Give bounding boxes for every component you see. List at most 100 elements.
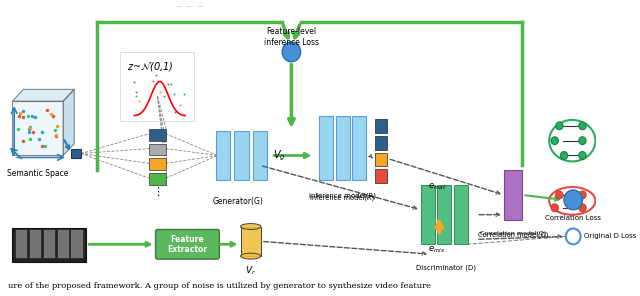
Ellipse shape xyxy=(241,253,261,259)
Point xyxy=(177,111,187,116)
Point xyxy=(163,82,173,87)
Bar xyxy=(319,116,333,180)
Bar xyxy=(420,185,435,244)
Text: Inference model(R): Inference model(R) xyxy=(308,193,376,200)
Point xyxy=(30,115,40,119)
Point xyxy=(155,90,165,95)
Circle shape xyxy=(579,191,586,199)
Circle shape xyxy=(579,122,586,130)
Circle shape xyxy=(560,152,568,160)
Point xyxy=(175,102,186,107)
Point xyxy=(129,79,139,84)
Bar xyxy=(149,144,166,155)
Point xyxy=(15,110,25,115)
Text: $e_{mat}$: $e_{mat}$ xyxy=(428,181,447,192)
Text: ⋮: ⋮ xyxy=(152,187,163,197)
Point xyxy=(18,109,28,113)
Point xyxy=(134,99,145,104)
Bar xyxy=(234,131,249,180)
Text: $V_r$: $V_r$ xyxy=(245,264,256,276)
Point xyxy=(168,91,179,96)
Bar xyxy=(374,152,387,166)
Point xyxy=(24,126,35,131)
Point xyxy=(24,124,35,129)
Bar xyxy=(12,228,86,262)
Point xyxy=(147,79,157,83)
Point xyxy=(14,114,24,118)
Point xyxy=(50,128,60,133)
Circle shape xyxy=(579,152,586,160)
Bar xyxy=(149,173,166,185)
Text: $V_g$: $V_g$ xyxy=(273,148,285,163)
Bar xyxy=(120,52,195,121)
Bar xyxy=(336,116,349,180)
Bar xyxy=(253,131,268,180)
Text: Feature-level
inference Loss: Feature-level inference Loss xyxy=(264,27,319,46)
Point xyxy=(48,114,58,118)
Bar xyxy=(504,170,522,220)
Text: Correlation model(Q): Correlation model(Q) xyxy=(478,231,548,238)
Text: Generator(G): Generator(G) xyxy=(212,197,263,206)
Bar xyxy=(72,149,81,158)
Point xyxy=(25,136,35,141)
Point xyxy=(159,94,169,98)
Polygon shape xyxy=(63,89,74,155)
Point xyxy=(24,126,34,131)
Bar xyxy=(374,136,387,149)
Circle shape xyxy=(556,191,563,199)
Point xyxy=(131,93,141,98)
Bar xyxy=(353,116,366,180)
Point xyxy=(42,107,52,112)
Text: Original D Loss: Original D Loss xyxy=(584,233,637,239)
Bar xyxy=(44,231,55,258)
Circle shape xyxy=(566,229,580,244)
Text: Correlation model(Q): Correlation model(Q) xyxy=(480,231,547,237)
Point xyxy=(170,110,180,114)
Bar xyxy=(58,231,68,258)
Ellipse shape xyxy=(241,223,261,229)
Circle shape xyxy=(282,42,301,62)
Bar xyxy=(30,231,41,258)
Point xyxy=(19,139,29,144)
Point xyxy=(179,91,189,96)
Text: $e_{mis}$: $e_{mis}$ xyxy=(428,244,445,255)
Point xyxy=(28,130,38,135)
Point xyxy=(51,133,61,138)
Point xyxy=(19,115,29,120)
Point xyxy=(40,144,50,149)
Text: Inference model(R): Inference model(R) xyxy=(310,195,374,202)
Bar xyxy=(374,169,387,183)
Point xyxy=(150,73,161,77)
Point xyxy=(34,137,44,142)
Point xyxy=(166,81,176,86)
Bar xyxy=(149,129,166,141)
Point xyxy=(27,113,37,118)
Bar xyxy=(16,231,27,258)
Text: Discriminator (D): Discriminator (D) xyxy=(416,264,476,271)
Circle shape xyxy=(551,137,559,145)
Circle shape xyxy=(556,122,563,130)
Circle shape xyxy=(551,204,559,212)
Bar xyxy=(72,231,83,258)
Text: Feature
Extractor: Feature Extractor xyxy=(167,235,207,254)
Point xyxy=(52,124,62,128)
Bar xyxy=(216,131,230,180)
Point xyxy=(36,144,47,149)
Text: Semantic Space: Semantic Space xyxy=(6,169,68,178)
FancyBboxPatch shape xyxy=(156,229,220,259)
Bar xyxy=(241,226,261,256)
Circle shape xyxy=(564,190,582,210)
Point xyxy=(13,127,24,131)
Polygon shape xyxy=(12,89,74,101)
Text: ure of the proposed framework. A group of noise is utilized by generator to synt: ure of the proposed framework. A group o… xyxy=(8,282,433,290)
Circle shape xyxy=(579,137,586,145)
Point xyxy=(45,111,56,116)
Point xyxy=(51,134,61,139)
Circle shape xyxy=(579,204,586,212)
Bar xyxy=(149,158,166,170)
Point xyxy=(24,130,34,135)
Bar xyxy=(454,185,468,244)
Text: $z$~$\mathcal{N}$(0,1): $z$~$\mathcal{N}$(0,1) xyxy=(127,60,173,73)
Point xyxy=(131,89,141,94)
Text: ...  ...  ...: ... ... ... xyxy=(175,2,204,9)
